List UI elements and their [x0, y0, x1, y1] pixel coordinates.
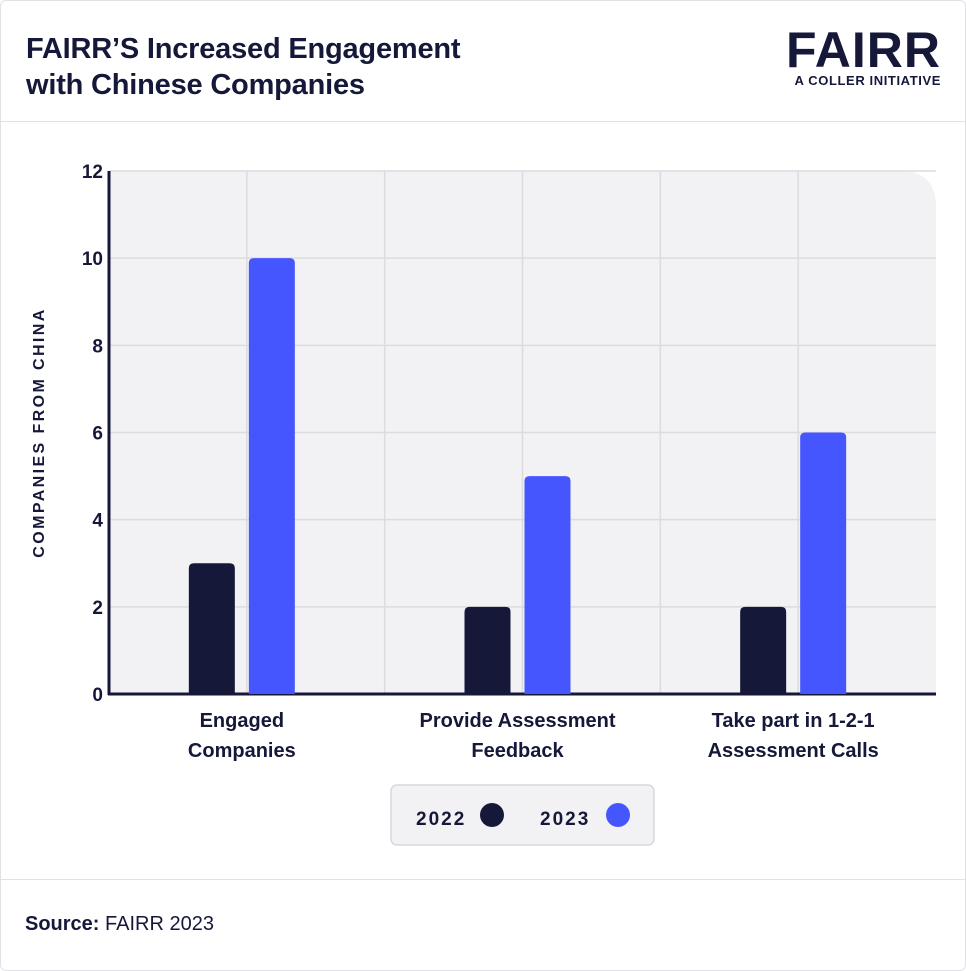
- x-category-label: Companies: [188, 740, 296, 762]
- x-category-label: Feedback: [471, 740, 564, 762]
- y-tick-label: 0: [92, 685, 103, 706]
- y-tick-label: 2: [92, 598, 103, 619]
- source-note: Source: FAIRR 2023: [25, 913, 214, 936]
- y-axis-title: COMPANIES FROM CHINA: [31, 307, 48, 557]
- header: FAIRR’S Increased Engagement with Chines…: [1, 1, 965, 122]
- source-value: FAIRR 2023: [99, 913, 214, 935]
- bar-2022-0: [188, 563, 235, 694]
- y-tick-label: 4: [92, 511, 103, 532]
- legend-label-2023: 2023: [540, 809, 590, 830]
- bar-2022-1: [464, 606, 511, 694]
- bar-chart: 0 2 4 6 8 10 12 COMPANIES FROM CHINA Engaged Comp…: [31, 162, 936, 846]
- legend-swatch-2022: [480, 803, 504, 827]
- x-category-label: Engaged: [200, 710, 284, 732]
- y-tick-label: 12: [82, 162, 103, 183]
- title-line-2: with Chinese Companies: [26, 69, 365, 101]
- legend-label-2022: 2022: [416, 809, 466, 830]
- page-title: FAIRR’S Increased Engagement with Chines…: [26, 31, 586, 103]
- logo-wordmark: FAIRR: [786, 22, 941, 78]
- logo-tagline: A COLLER INITIATIVE: [794, 73, 941, 88]
- legend: [390, 784, 655, 846]
- bar-2022-2: [740, 606, 787, 694]
- footer: Source: FAIRR 2023: [1, 879, 965, 970]
- title-line-1: FAIRR’S Increased Engagement: [26, 33, 461, 65]
- bar-2023-1: [524, 476, 571, 694]
- legend-swatch-2023: [606, 803, 630, 827]
- y-tick-label: 8: [92, 336, 103, 357]
- fairr-logo: FAIRR A COLLER INITIATIVE: [786, 22, 941, 89]
- y-tick-label: 6: [92, 424, 103, 445]
- bar-2023-2: [800, 432, 847, 694]
- x-category-label: Take part in 1-2-1: [712, 710, 875, 732]
- bar-2023-0: [248, 258, 295, 694]
- x-category-label: Provide Assessment: [419, 710, 615, 732]
- source-label: Source:: [25, 913, 100, 935]
- y-tick-label: 10: [82, 249, 103, 270]
- x-category-label: Assessment Calls: [708, 740, 879, 762]
